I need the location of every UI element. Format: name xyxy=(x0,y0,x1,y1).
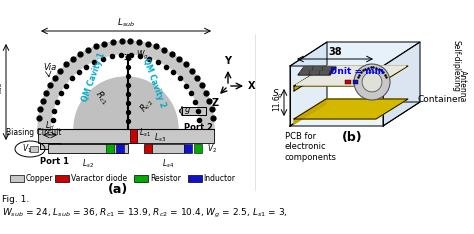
Text: Antenna: Antenna xyxy=(457,70,466,102)
Polygon shape xyxy=(290,42,327,126)
Text: $L_{s4}$: $L_{s4}$ xyxy=(162,158,174,171)
Text: Self-diplexing: Self-diplexing xyxy=(452,40,461,92)
Bar xyxy=(106,144,114,153)
Text: $L_{rl}$: $L_{rl}$ xyxy=(45,120,55,132)
Text: Unit = mm: Unit = mm xyxy=(330,66,384,76)
Text: X: X xyxy=(248,81,255,91)
Polygon shape xyxy=(294,66,408,86)
Text: $W_{sub}$: $W_{sub}$ xyxy=(0,82,5,102)
Polygon shape xyxy=(52,55,200,129)
Bar xyxy=(10,175,24,182)
Text: $W_{sub}$ = 24, $L_{sub}$ = 36, $R_{c1}$ = 13.9, $R_{c2}$ = 10.4, $W_g$ = 2.5, $: $W_{sub}$ = 24, $L_{sub}$ = 36, $R_{c1}$… xyxy=(2,207,288,220)
Text: Y: Y xyxy=(225,56,231,66)
Text: $L_{sub}$: $L_{sub}$ xyxy=(117,17,135,29)
Text: $g$: $g$ xyxy=(184,106,191,117)
Text: $S_g$: $S_g$ xyxy=(273,88,284,101)
Text: Z: Z xyxy=(211,98,219,108)
Circle shape xyxy=(354,64,390,100)
Text: Container: Container xyxy=(418,95,462,103)
Text: Varactor diode: Varactor diode xyxy=(71,174,128,183)
Text: Port 2: Port 2 xyxy=(184,123,213,132)
Text: QM Cavity 1: QM Cavity 1 xyxy=(81,51,107,103)
Bar xyxy=(30,146,38,152)
Polygon shape xyxy=(383,42,420,126)
Text: $L_{s2}$: $L_{s2}$ xyxy=(82,158,94,171)
Bar xyxy=(55,175,69,182)
Text: $W_g$: $W_g$ xyxy=(136,48,149,62)
Text: $R_{c1}$: $R_{c1}$ xyxy=(92,88,111,107)
Text: Via: Via xyxy=(44,63,56,72)
Text: Resistor: Resistor xyxy=(150,174,181,183)
Text: 38: 38 xyxy=(328,47,342,57)
Polygon shape xyxy=(294,99,326,124)
Text: Port 1: Port 1 xyxy=(40,157,69,166)
Polygon shape xyxy=(320,71,329,74)
Bar xyxy=(144,144,152,153)
Text: $R_{c2}$: $R_{c2}$ xyxy=(137,96,156,115)
Text: (b): (b) xyxy=(342,132,362,145)
Polygon shape xyxy=(303,67,312,70)
Text: $L_{s3}$: $L_{s3}$ xyxy=(154,132,166,144)
Polygon shape xyxy=(294,66,326,91)
Bar xyxy=(116,144,124,153)
Polygon shape xyxy=(74,77,178,129)
Polygon shape xyxy=(310,71,319,74)
Polygon shape xyxy=(296,66,406,85)
Polygon shape xyxy=(298,67,336,75)
Bar xyxy=(48,144,128,153)
Bar xyxy=(194,144,202,153)
Bar xyxy=(40,143,60,149)
Bar xyxy=(345,80,351,84)
Circle shape xyxy=(362,72,382,92)
Bar xyxy=(130,129,137,143)
Polygon shape xyxy=(290,42,420,66)
Text: 11.6: 11.6 xyxy=(272,95,281,111)
Polygon shape xyxy=(38,41,214,129)
Bar xyxy=(152,144,184,153)
Bar xyxy=(353,80,358,84)
Bar xyxy=(184,144,192,153)
Bar xyxy=(182,107,206,115)
Bar xyxy=(134,175,148,182)
Polygon shape xyxy=(300,71,309,74)
Text: Fig. 1.: Fig. 1. xyxy=(2,195,29,204)
Text: (a): (a) xyxy=(108,183,128,197)
Polygon shape xyxy=(290,102,420,126)
Bar xyxy=(38,129,214,143)
Text: Biasing Circuit: Biasing Circuit xyxy=(6,128,62,137)
Text: $V_1$: $V_1$ xyxy=(22,143,32,155)
Polygon shape xyxy=(294,99,408,119)
Text: PCB for
electronic
components: PCB for electronic components xyxy=(285,132,337,162)
Text: Copper: Copper xyxy=(26,174,54,183)
Text: $L_{s1}$: $L_{s1}$ xyxy=(139,127,151,139)
Polygon shape xyxy=(313,67,322,70)
Text: $V_2$: $V_2$ xyxy=(207,143,217,155)
Polygon shape xyxy=(323,67,332,70)
Bar xyxy=(188,175,201,182)
Text: QM Cavity 2: QM Cavity 2 xyxy=(141,57,167,109)
Text: Inductor: Inductor xyxy=(204,174,236,183)
